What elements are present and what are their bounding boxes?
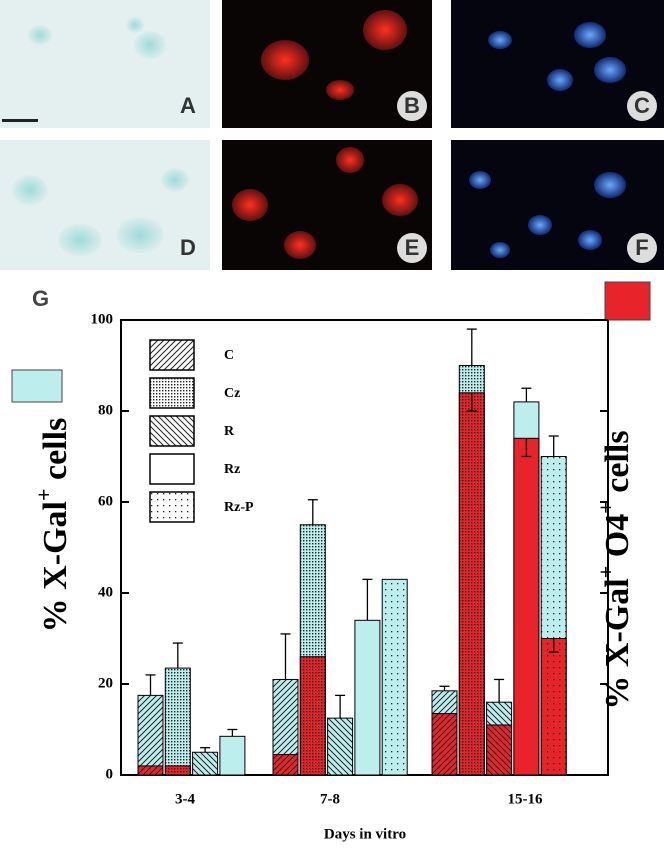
- cell: [578, 230, 602, 250]
- legend-swatch: [149, 339, 195, 371]
- cell: [58, 224, 102, 256]
- superscript: +: [31, 488, 56, 501]
- label-part: % X-Gal: [37, 501, 74, 632]
- superscript: +: [593, 566, 618, 579]
- xgal-o4-bar: [272, 754, 299, 776]
- cell: [284, 231, 316, 259]
- y-tick-label: 40: [98, 584, 113, 600]
- cell: [28, 25, 52, 45]
- cell: [382, 184, 418, 216]
- xgal-o4-bar: [299, 656, 326, 776]
- xgal-o4-bar: [431, 713, 458, 776]
- micrographs: [0, 0, 664, 270]
- label-disc: [397, 233, 427, 263]
- label-disc: [627, 91, 657, 121]
- xgal-o4-bar: [486, 724, 513, 776]
- cell: [574, 22, 606, 48]
- xgal-o4-bar: [458, 392, 485, 776]
- cell: [261, 40, 309, 80]
- xgal-bar: [219, 735, 246, 776]
- cell: [326, 80, 354, 100]
- panel-label: F: [635, 235, 648, 260]
- panel-d: [0, 140, 210, 270]
- panel-label: B: [404, 93, 420, 118]
- cell: [594, 172, 626, 198]
- panel-label: D: [180, 235, 196, 260]
- xgal-o4-bar: [164, 765, 191, 776]
- xgal-bar: [381, 578, 408, 776]
- cell: [469, 171, 491, 189]
- cell: [490, 242, 510, 258]
- label-disc: [397, 91, 427, 121]
- cell: [363, 10, 407, 50]
- cell: [594, 57, 626, 83]
- legend-swatch: [149, 453, 195, 485]
- legend-label: Rz-P: [224, 500, 254, 515]
- y-tick-label: 60: [98, 493, 113, 509]
- panel-a: [0, 0, 210, 128]
- panel-label: G: [32, 286, 49, 311]
- panel-labels: A B C D E F: [180, 91, 657, 263]
- legend-swatch: [149, 491, 195, 523]
- y-tick-label: 100: [91, 311, 114, 327]
- xgal-o4-bar: [513, 437, 540, 776]
- panel-label: C: [634, 93, 650, 118]
- xgal-o4-bar: [540, 638, 567, 776]
- x-tick-label: 7-8: [320, 791, 340, 807]
- y-axis-label: % X-Gal+ cells: [31, 418, 74, 633]
- xgal-o4-bar: [137, 765, 164, 776]
- label-part: cells: [599, 430, 636, 501]
- x-axis-label: Days in vitro: [324, 826, 406, 842]
- panel-label: A: [180, 93, 196, 118]
- scale-bar: [2, 119, 38, 122]
- xgal-bar: [137, 694, 164, 776]
- label-disc: [627, 233, 657, 263]
- xgal-bar: [192, 751, 219, 776]
- cell: [12, 175, 48, 205]
- legend-label: Rz: [224, 462, 240, 477]
- xgal-bar: [327, 717, 354, 776]
- cell: [161, 168, 189, 192]
- legend-label: R: [224, 424, 235, 439]
- y2-axis-label: % X-Gal+ O4+ cells: [593, 430, 636, 709]
- xgal-key: [11, 369, 63, 403]
- cell: [488, 31, 512, 49]
- cell: [336, 147, 364, 173]
- y-tick-label: 0: [106, 766, 114, 782]
- cell: [126, 17, 144, 33]
- panel-label: E: [405, 235, 420, 260]
- label-part: O4: [599, 514, 636, 566]
- x-tick-label: 15-16: [508, 791, 543, 807]
- legend-label: Cz: [224, 386, 240, 401]
- xgal-bar: [354, 619, 381, 776]
- y-tick-label: 20: [98, 675, 113, 691]
- cell: [134, 31, 166, 59]
- label-part: % X-Gal: [599, 578, 636, 709]
- y-tick-label: 80: [98, 402, 113, 418]
- cell: [528, 215, 552, 235]
- cell: [547, 69, 573, 91]
- x-tick-label: 3-4: [175, 791, 195, 807]
- label-part: cells: [37, 418, 74, 489]
- superscript: +: [593, 501, 618, 514]
- xgal-bar: [164, 667, 191, 776]
- legend-label: C: [224, 348, 234, 363]
- cell: [232, 189, 268, 221]
- xgal-o4-key: [604, 281, 651, 321]
- cell: [116, 217, 164, 253]
- legend-swatch: [149, 415, 195, 447]
- legend-swatch: [149, 377, 195, 409]
